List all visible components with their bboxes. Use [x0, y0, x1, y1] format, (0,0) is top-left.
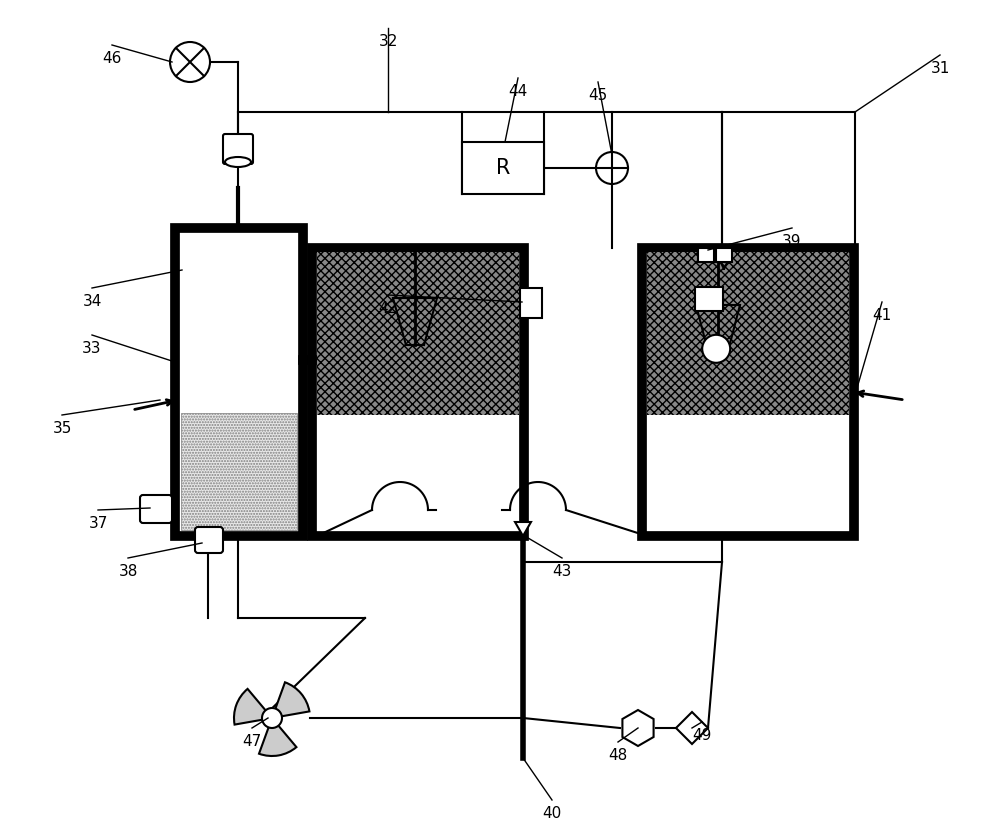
Text: 41: 41	[872, 308, 892, 323]
Bar	[181, 413, 297, 530]
Text: 45: 45	[588, 88, 608, 103]
Text: R: R	[496, 158, 510, 178]
Bar	[312, 248, 524, 536]
Polygon shape	[622, 710, 654, 746]
Bar	[698, 248, 714, 262]
Bar	[695, 288, 723, 311]
Bar	[642, 248, 854, 536]
Wedge shape	[272, 682, 309, 718]
Text: 48: 48	[608, 748, 628, 763]
FancyBboxPatch shape	[223, 134, 253, 164]
FancyBboxPatch shape	[140, 495, 172, 523]
Bar	[520, 288, 542, 318]
Polygon shape	[676, 712, 708, 744]
FancyBboxPatch shape	[195, 527, 223, 553]
Circle shape	[596, 152, 628, 184]
Text: 49: 49	[692, 728, 712, 743]
Text: 34: 34	[82, 294, 102, 309]
Text: 40: 40	[542, 806, 562, 821]
Circle shape	[170, 42, 210, 82]
Circle shape	[262, 708, 282, 728]
Text: 37: 37	[88, 516, 108, 531]
Text: 46: 46	[102, 51, 122, 66]
Bar	[462, 142, 544, 194]
Text: 43: 43	[552, 564, 572, 579]
Text: 32: 32	[378, 34, 398, 49]
Wedge shape	[259, 718, 296, 756]
Wedge shape	[234, 689, 272, 725]
Bar	[716, 248, 732, 262]
Bar	[647, 252, 849, 415]
Bar	[175, 228, 303, 536]
Text: 31: 31	[930, 61, 950, 76]
Bar	[317, 252, 519, 415]
Ellipse shape	[225, 157, 251, 167]
Text: 38: 38	[118, 564, 138, 579]
Text: 39: 39	[782, 234, 802, 249]
Text: 33: 33	[82, 341, 102, 356]
Text: 44: 44	[508, 84, 528, 99]
Polygon shape	[515, 522, 531, 536]
Text: 47: 47	[242, 734, 262, 749]
Text: 42: 42	[378, 301, 398, 316]
Circle shape	[702, 334, 730, 363]
Text: 35: 35	[52, 421, 72, 436]
